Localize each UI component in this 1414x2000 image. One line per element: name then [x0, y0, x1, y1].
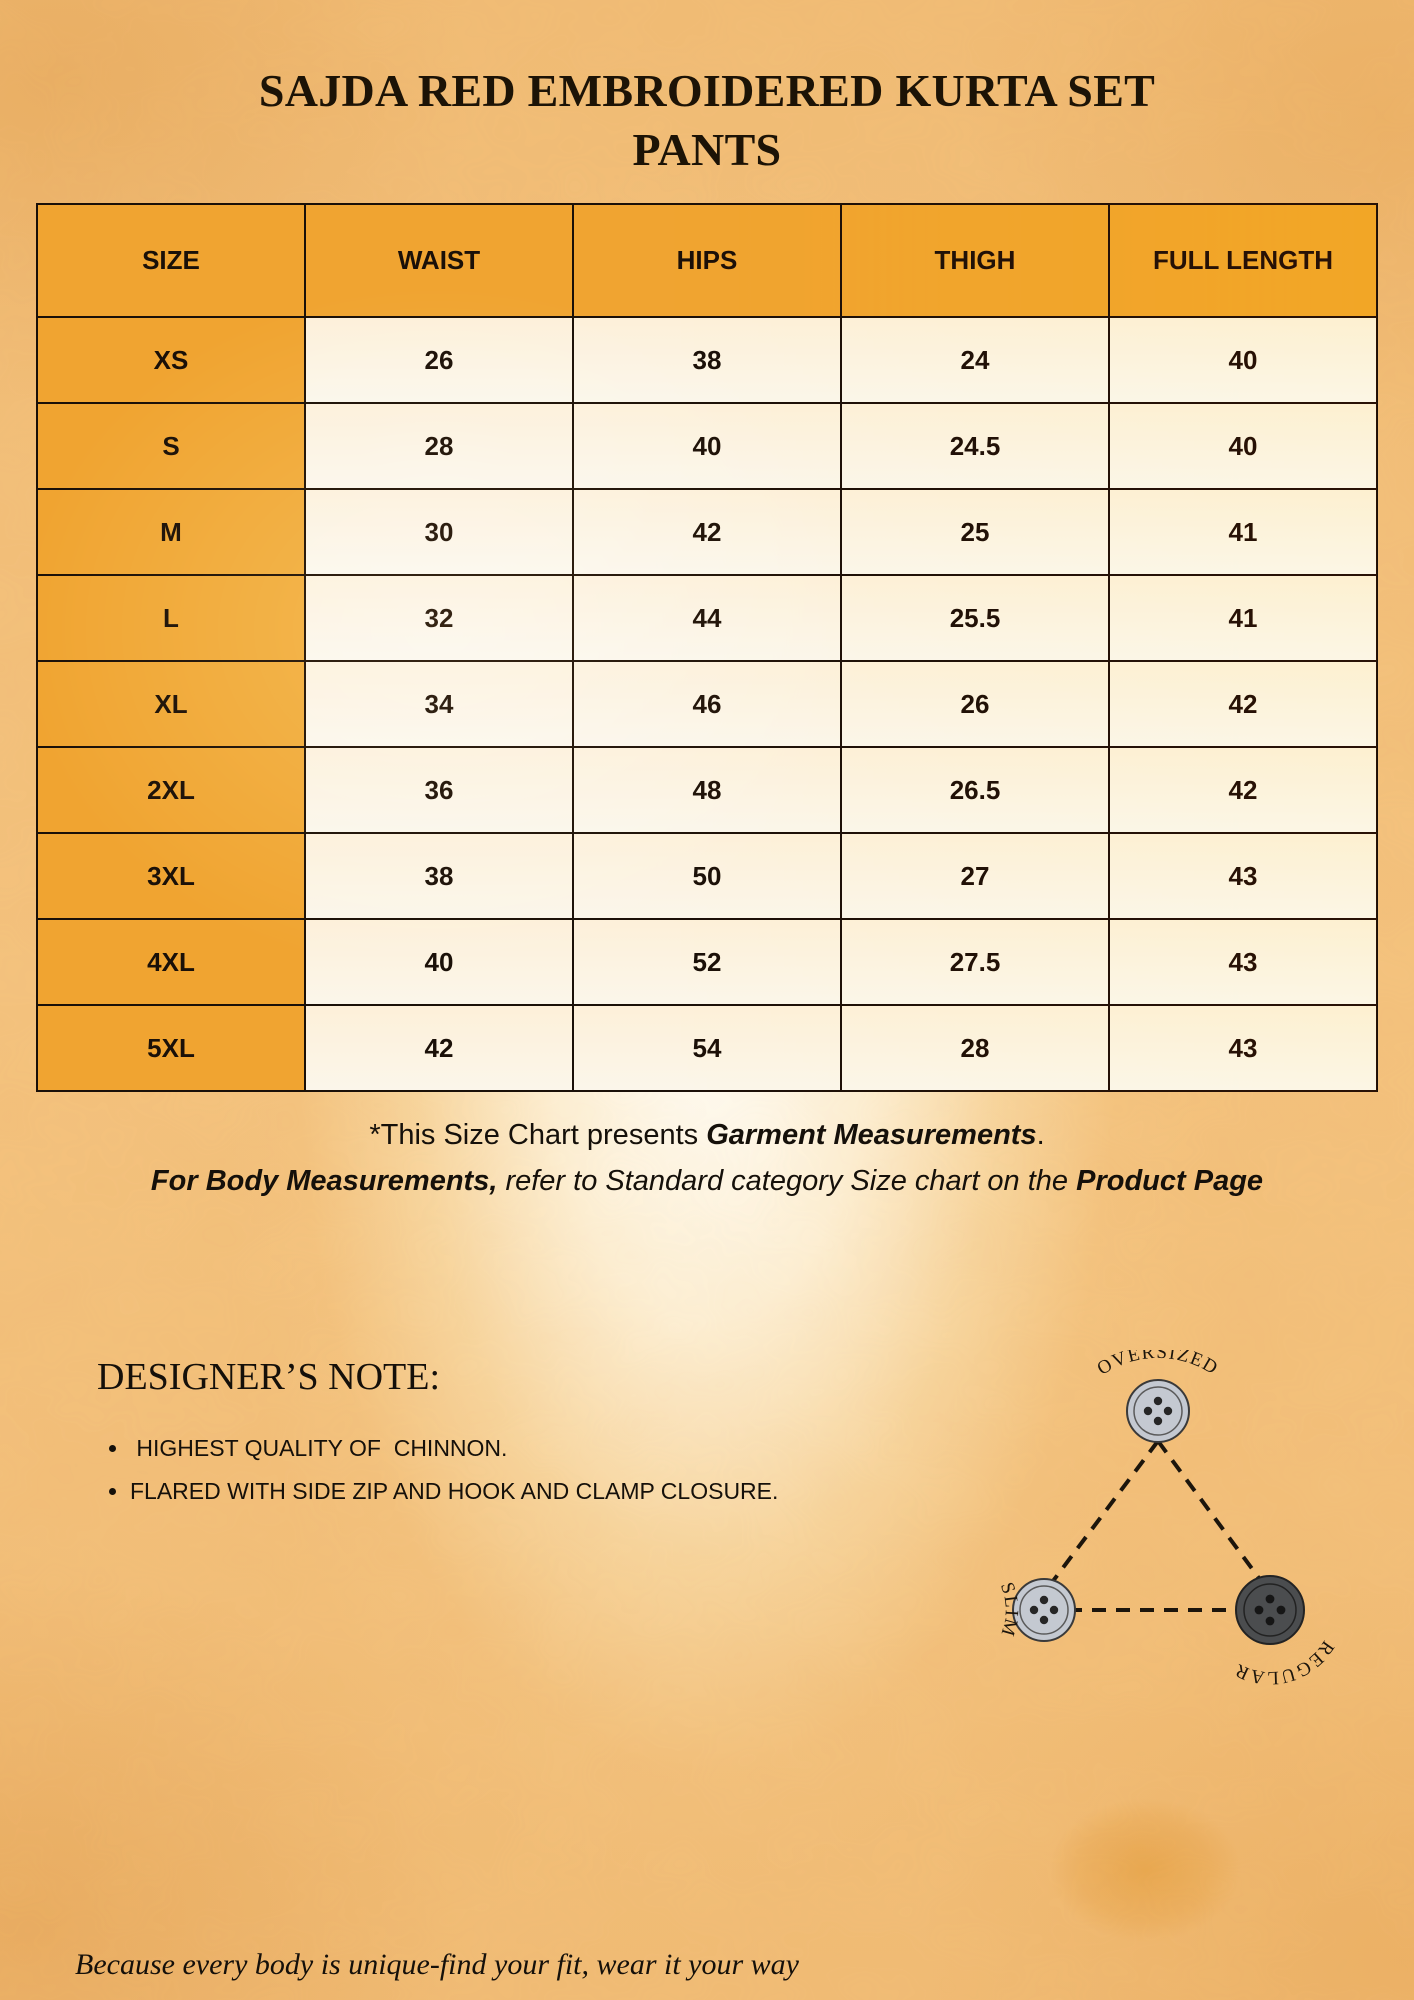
svg-text:OVERSIZED: OVERSIZED	[1094, 1350, 1223, 1380]
svg-text:REGULAR: REGULAR	[1231, 1637, 1338, 1688]
